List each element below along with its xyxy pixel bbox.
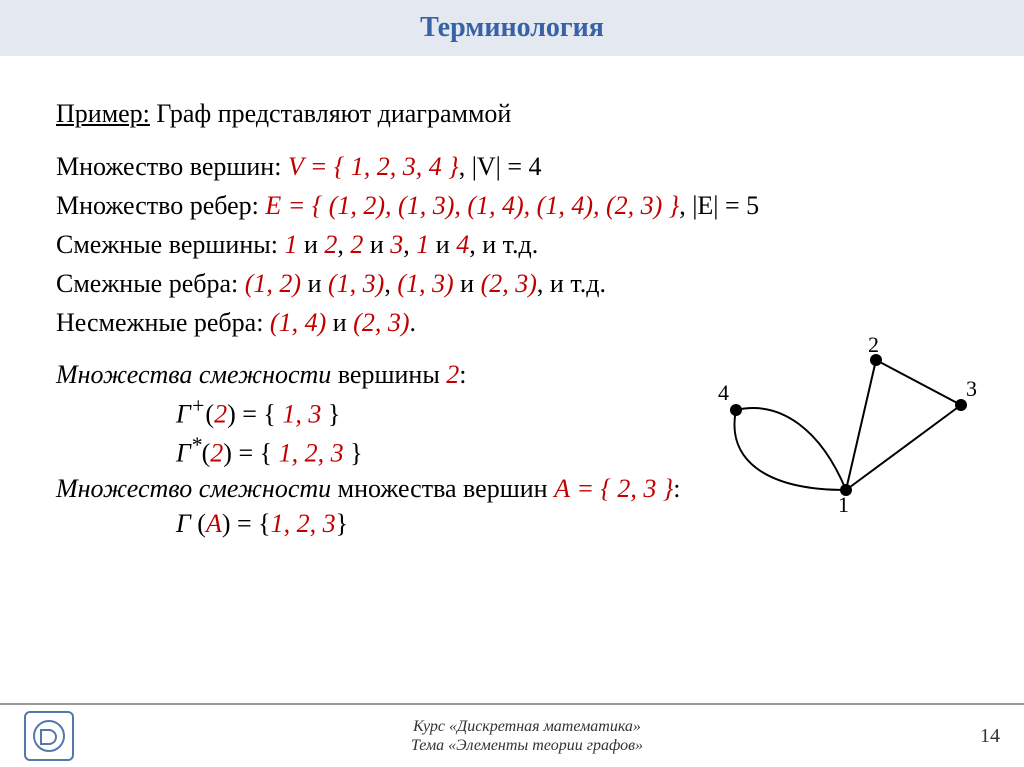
nonadj-and: и bbox=[326, 308, 353, 337]
footer-course: Курс «Дискретная математика» bbox=[74, 717, 980, 736]
g2-close: } bbox=[344, 439, 363, 468]
slide-title: Терминология bbox=[420, 12, 604, 44]
adj-v-and3: и bbox=[429, 230, 456, 259]
g3-argr: ) = { bbox=[222, 509, 271, 538]
footer-topic: Тема «Элементы теории графов» bbox=[74, 736, 980, 755]
adj-e-tail: , и т.д. bbox=[537, 269, 606, 298]
nonadj-2: (2, 3) bbox=[353, 308, 409, 337]
adj-v-c1: , bbox=[337, 230, 350, 259]
nonadj-tail: . bbox=[410, 308, 417, 337]
g1-sup: + bbox=[191, 394, 206, 418]
graph-node-label: 1 bbox=[838, 492, 849, 518]
g2-lhs: Г bbox=[176, 439, 191, 468]
adj-v-6: 4 bbox=[456, 230, 469, 259]
graph-node bbox=[730, 404, 742, 416]
g1-argr: ) = { bbox=[227, 399, 282, 428]
g1-argl: ( bbox=[205, 399, 214, 428]
g1-set: 1, 3 bbox=[282, 399, 321, 428]
g3-arg: А bbox=[206, 509, 222, 538]
adj-title-a: Множества смежности bbox=[56, 360, 331, 389]
graph-edge bbox=[876, 360, 961, 405]
adj-e-2: (1, 3) bbox=[328, 269, 384, 298]
g1-arg: 2 bbox=[214, 399, 227, 428]
nonadj-1: (1, 4) bbox=[270, 308, 326, 337]
g2-argr: ) = { bbox=[223, 439, 278, 468]
graph-diagram: 1234 bbox=[716, 340, 976, 510]
example-body: Граф представляют диаграммой bbox=[156, 99, 511, 128]
university-logo-icon bbox=[24, 711, 74, 761]
edges-count: , |E| = 5 bbox=[679, 191, 759, 220]
adj-v-label: Смежные вершины: bbox=[56, 230, 284, 259]
nonadjacent-edges-line: Несмежные ребра: (1, 4) и (2, 3). bbox=[56, 305, 968, 340]
adj-e-and1: и bbox=[301, 269, 328, 298]
adjacent-edges-line: Смежные ребра: (1, 2) и (1, 3), (1, 3) и… bbox=[56, 266, 968, 301]
g2-arg: 2 bbox=[210, 439, 223, 468]
graph-node-label: 4 bbox=[718, 380, 729, 406]
adj-v-3: 2 bbox=[350, 230, 363, 259]
slide: Терминология Пример: Граф представляют д… bbox=[0, 0, 1024, 767]
graph-edge bbox=[734, 410, 846, 490]
gamma-a-line: Г (А) = {1, 2, 3} bbox=[56, 506, 968, 541]
graph-node-label: 2 bbox=[868, 332, 879, 358]
edges-label: Множество ребер: bbox=[56, 191, 265, 220]
vertices-label: Множество вершин: bbox=[56, 152, 288, 181]
graph-edge bbox=[736, 408, 846, 490]
example-line: Пример: Граф представляют диаграммой bbox=[56, 96, 968, 131]
mset-c: А = { 2, 3 } bbox=[554, 474, 673, 503]
nonadj-label: Несмежные ребра: bbox=[56, 308, 270, 337]
g2-argl: ( bbox=[202, 439, 211, 468]
g3-set: 1, 2, 3 bbox=[271, 509, 336, 538]
adjacent-vertices-line: Смежные вершины: 1 и 2, 2 и 3, 1 и 4, и … bbox=[56, 227, 968, 262]
footer-text: Курс «Дискретная математика» Тема «Элеме… bbox=[74, 717, 980, 755]
adj-v-and2: и bbox=[363, 230, 390, 259]
mset-d: : bbox=[673, 474, 680, 503]
adj-v-1: 1 bbox=[284, 230, 297, 259]
adj-title-d: : bbox=[459, 360, 466, 389]
mset-b: множества вершин bbox=[331, 474, 554, 503]
g2-set: 1, 2, 3 bbox=[279, 439, 344, 468]
slide-header: Терминология bbox=[0, 0, 1024, 56]
adj-e-4: (2, 3) bbox=[481, 269, 537, 298]
slide-footer: Курс «Дискретная математика» Тема «Элеме… bbox=[0, 703, 1024, 767]
adj-v-5: 1 bbox=[416, 230, 429, 259]
g3-argl: ( bbox=[191, 509, 206, 538]
adj-v-c2: , bbox=[403, 230, 416, 259]
g1-close: } bbox=[321, 399, 340, 428]
g3-close: } bbox=[336, 509, 348, 538]
adj-v-tail: , и т.д. bbox=[469, 230, 538, 259]
g3-lhs: Г bbox=[176, 509, 191, 538]
adj-title-c: 2 bbox=[446, 360, 459, 389]
page-number: 14 bbox=[980, 725, 1000, 748]
adj-e-1: (1, 2) bbox=[245, 269, 301, 298]
vertices-count: , |V| = 4 bbox=[459, 152, 542, 181]
edges-value: E = { (1, 2), (1, 3), (1, 4), (1, 4), (2… bbox=[265, 191, 679, 220]
mset-a: Множество смежности bbox=[56, 474, 331, 503]
example-label: Пример: bbox=[56, 99, 150, 128]
vertices-value: V = { 1, 2, 3, 4 } bbox=[288, 152, 459, 181]
g1-lhs: Г bbox=[176, 399, 191, 428]
adj-e-and2: и bbox=[454, 269, 481, 298]
g2-sup: * bbox=[191, 433, 202, 457]
adj-v-4: 3 bbox=[390, 230, 403, 259]
adj-e-3: (1, 3) bbox=[397, 269, 453, 298]
adj-title-b: вершины bbox=[331, 360, 446, 389]
vertices-line: Множество вершин: V = { 1, 2, 3, 4 }, |V… bbox=[56, 149, 968, 184]
adj-v-2: 2 bbox=[324, 230, 337, 259]
adj-v-and1: и bbox=[297, 230, 324, 259]
graph-node-label: 3 bbox=[966, 376, 977, 402]
adj-e-c1: , bbox=[384, 269, 397, 298]
adj-e-label: Смежные ребра: bbox=[56, 269, 245, 298]
edges-line: Множество ребер: E = { (1, 2), (1, 3), (… bbox=[56, 188, 968, 223]
